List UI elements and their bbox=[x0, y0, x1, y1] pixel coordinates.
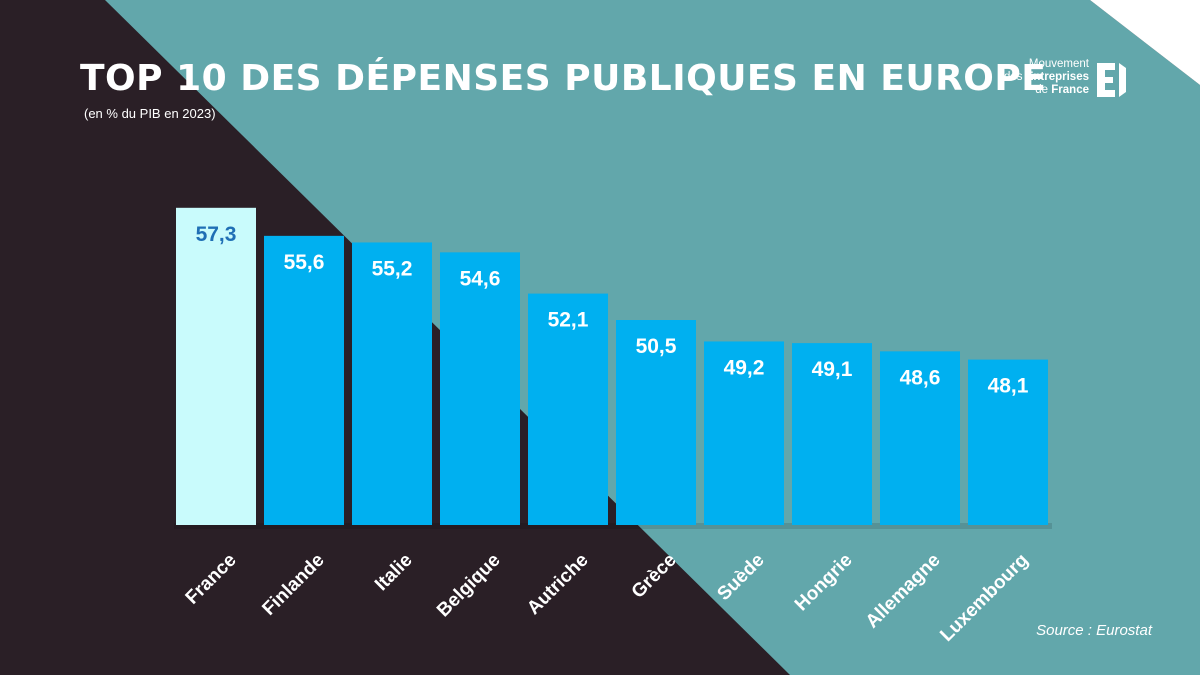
logo-line-2-prefix: des bbox=[1003, 71, 1026, 83]
chart-title: TOP 10 DES DÉPENSES PUBLIQUES EN EUROPE bbox=[80, 58, 1047, 99]
data-label-belgique: 54,6 bbox=[460, 267, 501, 290]
bar-allemagne bbox=[880, 351, 960, 525]
tick-label-italie: Italie bbox=[371, 550, 416, 595]
data-label-italie: 55,2 bbox=[372, 257, 413, 280]
data-label-allemagne: 48,6 bbox=[900, 366, 941, 389]
data-label-finlande: 55,6 bbox=[284, 251, 325, 274]
logo-line-2-bold: Entreprises bbox=[1025, 71, 1089, 83]
medef-logo: Mouvement des Entreprises de France bbox=[968, 58, 1133, 102]
data-label-hongrie: 49,1 bbox=[812, 358, 853, 381]
tick-label-hongrie: Hongrie bbox=[791, 550, 857, 616]
bar-baseline-shadow bbox=[174, 523, 1052, 529]
tick-label-suède: Suède bbox=[713, 550, 768, 605]
chart-subtitle: (en % du PIB en 2023) bbox=[84, 106, 216, 121]
logo-line-1: Mouvement bbox=[1028, 58, 1089, 70]
data-label-luxembourg: 48,1 bbox=[988, 375, 1029, 398]
bar-grèce bbox=[616, 320, 696, 525]
logo-line-2: des Entreprises bbox=[1004, 71, 1089, 84]
bar-suède bbox=[704, 341, 784, 525]
data-label-autriche: 52,1 bbox=[548, 309, 589, 332]
bar-italie bbox=[352, 242, 432, 525]
logo-line-3-prefix: de bbox=[1035, 84, 1052, 96]
tick-label-finlande: Finlande bbox=[258, 550, 328, 620]
bar-belgique bbox=[440, 252, 520, 525]
tick-label-belgique: Belgique bbox=[433, 550, 505, 622]
bar-france bbox=[176, 207, 256, 526]
data-label-suède: 49,2 bbox=[724, 356, 765, 379]
background-light-corner bbox=[1090, 0, 1200, 85]
source-note: Source : Eurostat bbox=[1036, 622, 1152, 639]
bar-hongrie bbox=[792, 343, 872, 525]
logo-wordmark: Mouvement des Entreprises de France bbox=[1004, 58, 1089, 97]
data-label-france: 57,3 bbox=[196, 223, 237, 246]
logo-line-3-bold: France bbox=[1051, 84, 1089, 96]
tick-label-allemagne: Allemagne bbox=[862, 550, 945, 633]
bar-luxembourg bbox=[968, 359, 1048, 525]
data-label-grèce: 50,5 bbox=[636, 335, 677, 358]
tick-label-grèce: Grèce bbox=[628, 550, 681, 603]
logo-mark-icon bbox=[1097, 63, 1126, 97]
tick-label-luxembourg: Luxembourg bbox=[936, 550, 1032, 646]
bar-autriche bbox=[528, 293, 608, 525]
tick-label-autriche: Autriche bbox=[523, 550, 592, 619]
tick-label-france: France bbox=[182, 550, 241, 609]
bar-finlande bbox=[264, 235, 344, 525]
logo-line-3: de France bbox=[1004, 84, 1089, 97]
